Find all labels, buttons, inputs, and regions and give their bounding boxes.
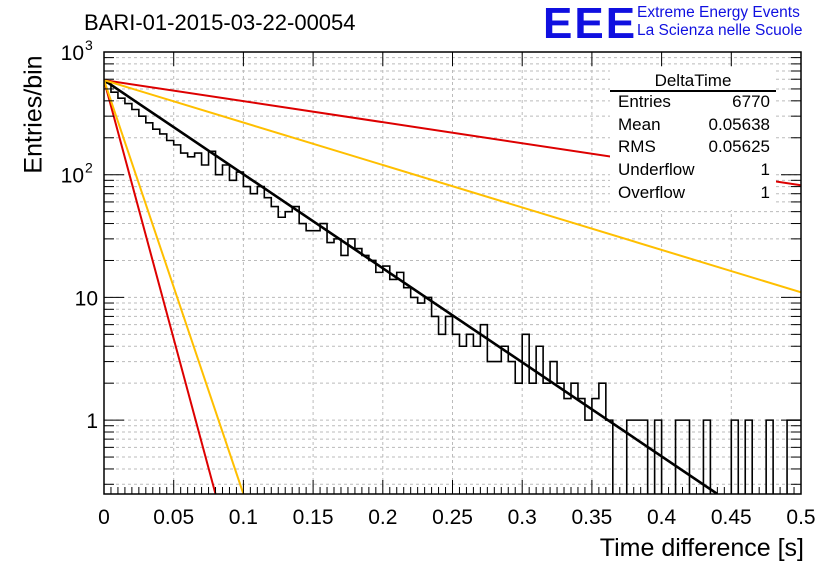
eee-tagline-2: La Scienza nelle Scuole (637, 22, 803, 39)
y-tick-label: 10 (75, 287, 98, 310)
stats-row-overflow: Overflow 1 (618, 183, 770, 205)
stats-key: Entries (618, 92, 671, 111)
x-axis-label: Time difference [s] (599, 534, 804, 562)
y-tick-label: 10 (61, 165, 84, 188)
eee-tagline-1: Extreme Energy Events (637, 4, 800, 21)
stats-divider (610, 90, 776, 92)
x-tick-label: 0.4 (647, 506, 677, 529)
y-tick-exponent: 3 (85, 37, 93, 53)
series-line-0 (104, 79, 719, 494)
stats-value: 0.05638 (708, 115, 770, 134)
stats-row-rms: RMS 0.05625 (618, 137, 770, 159)
stats-value: 0.05625 (708, 137, 770, 156)
x-tick-label: 0.35 (571, 506, 612, 529)
stats-title: DeltaTime (654, 71, 732, 90)
stats-key: Overflow (618, 183, 686, 202)
y-tick-label: 1 (86, 410, 98, 433)
stats-box: DeltaTime Entries 6770 Mean 0.05638 RMS … (610, 70, 776, 210)
series-line-4 (104, 79, 245, 494)
y-axis-label: Entries/bin (19, 55, 48, 174)
stats-value: 1 (760, 160, 770, 179)
x-tick-label: 0.05 (153, 506, 194, 529)
stats-value: 1 (760, 183, 770, 202)
x-tick-label: 0.3 (508, 506, 537, 529)
stats-row-entries: Entries 6770 (618, 92, 770, 114)
run-title: BARI-01-2015-03-22-00054 (84, 10, 356, 35)
stats-key: RMS (618, 137, 656, 156)
stats-row-mean: Mean 0.05638 (618, 115, 770, 137)
stats-key: Mean (618, 115, 661, 134)
y-tick-label: 10 (61, 42, 84, 65)
series-line-3 (104, 79, 217, 494)
histogram-deltatime (104, 82, 801, 494)
stats-row-underflow: Underflow 1 (618, 160, 770, 182)
x-tick-label: 0.2 (368, 506, 397, 529)
stats-key: Underflow (618, 160, 695, 179)
stats-value: 6770 (732, 92, 770, 111)
x-tick-label: 0.15 (293, 506, 334, 529)
x-tick-label: 0.45 (711, 506, 752, 529)
eee-logo: EEE (543, 0, 638, 48)
y-tick-exponent: 2 (85, 160, 93, 176)
x-tick-label: 0.5 (786, 506, 815, 529)
x-tick-label: 0.25 (432, 506, 473, 529)
x-tick-label: 0 (98, 506, 110, 529)
x-tick-label: 0.1 (229, 506, 258, 529)
series-line-2 (104, 79, 801, 294)
